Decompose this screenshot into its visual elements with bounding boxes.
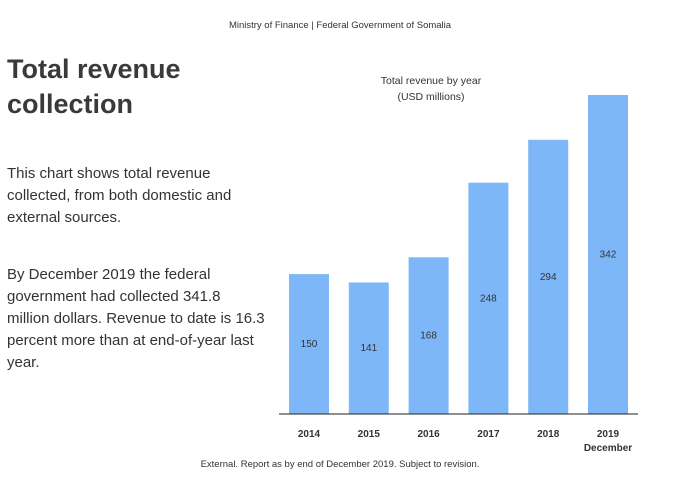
chart-title: Total revenue by year <box>381 75 482 87</box>
page-title: Total revenue collection <box>7 54 181 119</box>
summary-paragraph: By December 2019 the federal government … <box>7 266 265 371</box>
tick-sublabel-2019: December <box>584 443 632 454</box>
bar-2018 <box>528 139 569 415</box>
tick-label-2017: 2017 <box>477 429 500 440</box>
bar-2017 <box>468 182 509 414</box>
data-labels-group: 150 141 168 248 294 342 <box>301 250 617 355</box>
tick-label-2015: 2015 <box>358 429 381 440</box>
description-paragraph: This chart shows total revenue collected… <box>7 165 232 226</box>
data-label-2017: 248 <box>480 293 497 304</box>
tick-labels-group: 2014 2015 2016 2017 2018 2019 December <box>298 429 632 454</box>
footer-note: External. Report as by end of December 2… <box>200 459 480 470</box>
tick-label-2018: 2018 <box>537 429 560 440</box>
bars-group <box>289 95 628 415</box>
tick-label-2019: 2019 <box>597 429 620 440</box>
data-label-2015: 141 <box>360 343 377 354</box>
data-label-2016: 168 <box>420 331 437 342</box>
bar-2016 <box>408 257 449 414</box>
tick-label-2016: 2016 <box>417 429 440 440</box>
bar-2015 <box>348 282 389 414</box>
tick-label-2014: 2014 <box>298 429 321 440</box>
bar-2014 <box>289 274 329 414</box>
bar-2019 <box>588 95 628 414</box>
data-label-2018: 294 <box>540 272 557 283</box>
header-ministry: Ministry of Finance | Federal Government… <box>228 20 452 31</box>
chart-subtitle: (USD millions) <box>397 91 464 103</box>
data-label-2019: 342 <box>600 250 617 261</box>
data-label-2014: 150 <box>301 339 318 350</box>
